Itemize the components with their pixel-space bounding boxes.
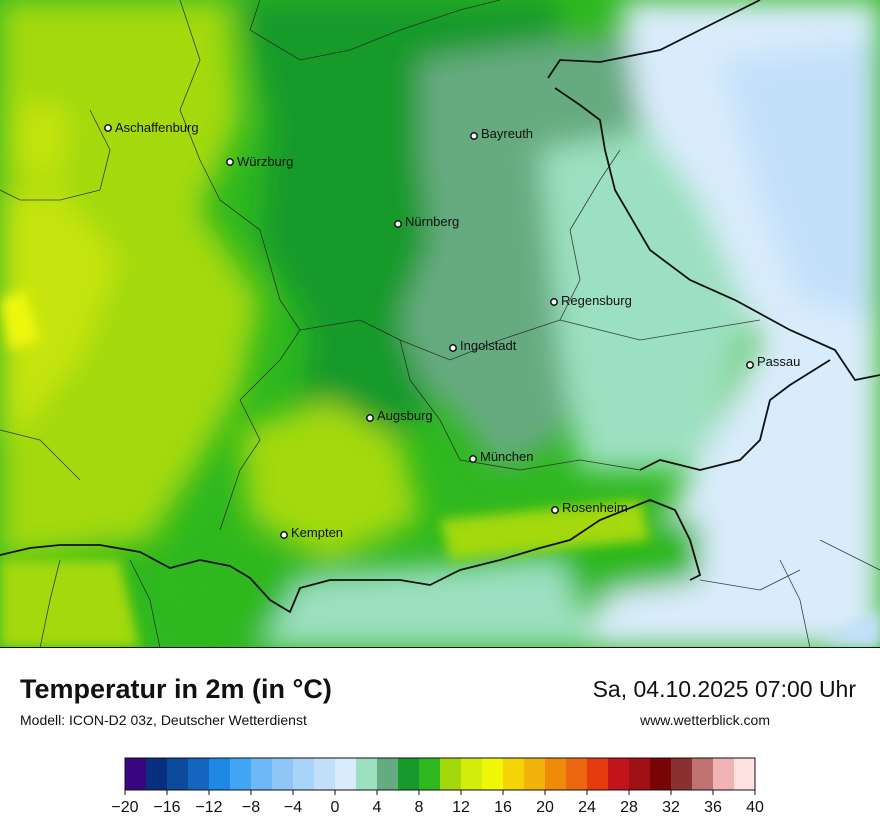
city-label: Kempten [291, 525, 343, 540]
city-kempten: Kempten [280, 525, 343, 540]
legend-tick-label: 24 [578, 799, 596, 816]
legend-swatch [230, 758, 252, 790]
legend-swatch [482, 758, 504, 790]
legend-swatch [377, 758, 399, 790]
legend-swatch [272, 758, 294, 790]
legend-tick-label: −12 [195, 799, 222, 816]
city-passau: Passau [746, 354, 800, 369]
city-label: Bayreuth [481, 126, 533, 141]
legend-swatch [125, 758, 147, 790]
legend-swatch [566, 758, 588, 790]
legend-swatch [314, 758, 336, 790]
legend-tick-label: 20 [536, 799, 554, 816]
model-source: Modell: ICON-D2 03z, Deutscher Wetterdie… [20, 712, 307, 728]
color-legend: −20 −16 −12 −8 −4 0 4 8 12 16 20 24 28 32 36 40 [0, 752, 880, 830]
temperature-map: Aschaffenburg Würzburg Bayreuth Nürnberg… [0, 0, 880, 648]
city-ingolstadt: Ingolstadt [449, 338, 517, 353]
city-label: München [480, 449, 533, 464]
city-label: Rosenheim [562, 500, 628, 515]
website-link[interactable]: www.wetterblick.com [640, 712, 770, 728]
legend-frame [124, 757, 756, 791]
city-augsburg: Augsburg [366, 408, 433, 423]
legend-swatch [167, 758, 189, 790]
legend-swatch [587, 758, 609, 790]
legend-tick-label: −4 [284, 799, 302, 816]
legend-swatch [524, 758, 546, 790]
city-rosenheim: Rosenheim [551, 500, 628, 515]
legend-tick-label: 32 [662, 799, 680, 816]
legend-swatch [251, 758, 273, 790]
legend-tick-label: 40 [746, 799, 764, 816]
legend-swatch [608, 758, 630, 790]
legend-swatch [629, 758, 651, 790]
legend-tick-label: −20 [111, 799, 138, 816]
map-title: Temperatur in 2m (in °C) [20, 674, 332, 704]
legend-tick-label: 0 [331, 799, 340, 816]
legend-swatch [146, 758, 168, 790]
legend-swatch [440, 758, 462, 790]
legend-swatch [503, 758, 525, 790]
city-label: Passau [757, 354, 800, 369]
city-label: Regensburg [561, 293, 632, 308]
legend-swatch [419, 758, 441, 790]
legend-tick-label: 4 [373, 799, 382, 816]
city-markers: Aschaffenburg Würzburg Bayreuth Nürnberg… [104, 120, 800, 540]
city-label: Würzburg [237, 154, 293, 169]
legend-tick-label: −8 [242, 799, 260, 816]
legend-tick-label: 28 [620, 799, 638, 816]
city-label: Ingolstadt [460, 338, 517, 353]
city-label: Aschaffenburg [115, 120, 199, 135]
legend-tick-label: 16 [494, 799, 512, 816]
city-wuerzburg: Würzburg [226, 154, 293, 169]
temperature-field [0, 0, 880, 648]
district-borders [0, 0, 880, 648]
city-label: Augsburg [377, 408, 433, 423]
legend-swatch [356, 758, 378, 790]
legend-swatch [335, 758, 357, 790]
city-muenchen: München [469, 449, 533, 464]
legend-swatch [188, 758, 210, 790]
state-borders [0, 0, 880, 614]
legend-tick-label: −16 [153, 799, 180, 816]
legend-swatch [692, 758, 714, 790]
legend-tick-label: 12 [452, 799, 470, 816]
temperature-detail [0, 290, 880, 648]
legend-swatch [545, 758, 567, 790]
legend-swatch [461, 758, 483, 790]
legend-swatch [293, 758, 315, 790]
city-regensburg: Regensburg [550, 293, 632, 308]
city-label: Nürnberg [405, 214, 459, 229]
legend-swatch [671, 758, 693, 790]
legend-swatch [650, 758, 672, 790]
legend-swatch [209, 758, 231, 790]
city-bayreuth: Bayreuth [470, 126, 533, 141]
legend-swatch [398, 758, 420, 790]
city-nuernberg: Nürnberg [394, 214, 459, 229]
legend-tick-label: 36 [704, 799, 722, 816]
legend-swatch [734, 758, 756, 790]
city-aschaffenburg: Aschaffenburg [104, 120, 199, 135]
forecast-datetime: Sa, 04.10.2025 07:00 Uhr [592, 676, 856, 702]
footer: Temperatur in 2m (in °C) Modell: ICON-D2… [0, 648, 880, 830]
legend-swatch [713, 758, 735, 790]
legend-tick-label: 8 [415, 799, 424, 816]
